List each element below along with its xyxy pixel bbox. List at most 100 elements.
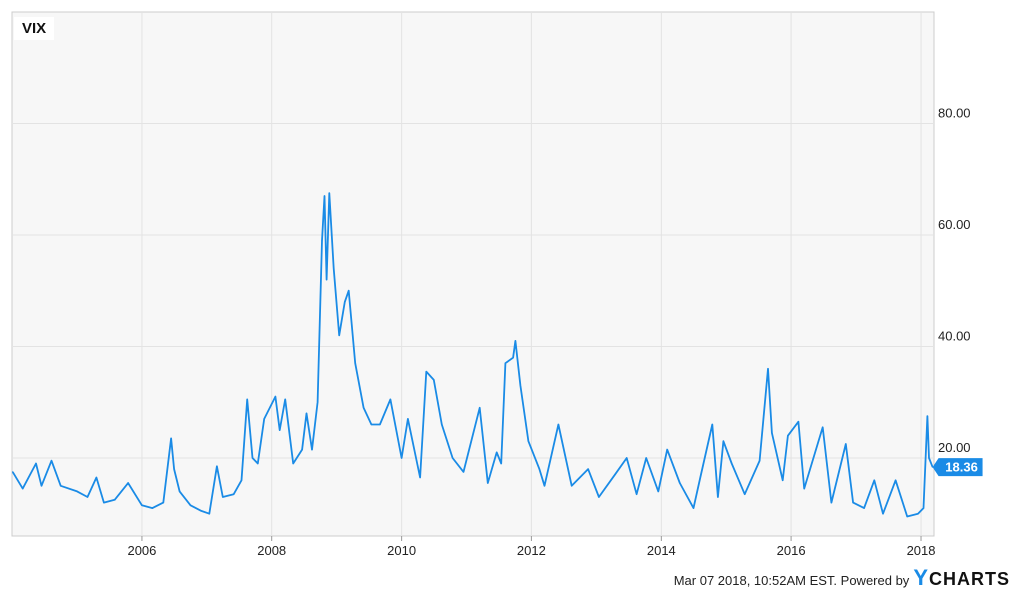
series-group	[11, 192, 934, 518]
data-point	[12, 471, 14, 473]
data-point	[321, 240, 323, 242]
last-value-marker: 18.36	[932, 458, 983, 477]
ycharts-logo-y: Y	[913, 565, 929, 590]
data-point	[189, 504, 192, 506]
y-tick-label: 60.00	[938, 217, 971, 232]
x-tick-label: 2010	[387, 543, 416, 558]
data-point	[419, 476, 421, 479]
data-point	[717, 496, 719, 498]
legend-series-label: VIX	[14, 17, 55, 40]
data-point	[370, 423, 372, 426]
data-point	[179, 490, 181, 492]
data-point	[354, 362, 356, 364]
data-point	[263, 418, 265, 420]
data-point	[233, 493, 235, 495]
x-tick-label: 2014	[647, 543, 676, 558]
footer: Mar 07 2018, 10:52AM EST. Powered by YCH…	[674, 565, 1010, 591]
data-point	[882, 513, 884, 515]
data-point	[76, 490, 78, 492]
data-point	[257, 462, 259, 465]
data-point	[328, 192, 330, 194]
data-point	[246, 398, 248, 400]
data-point	[496, 451, 498, 453]
x-tick-label: 2018	[907, 543, 936, 558]
data-point	[636, 493, 638, 495]
data-point	[500, 462, 502, 465]
data-point	[151, 507, 153, 509]
data-point	[452, 457, 454, 459]
data-point	[922, 507, 925, 509]
data-point	[645, 457, 647, 459]
data-point	[917, 513, 919, 515]
data-point	[527, 440, 530, 442]
ycharts-logo[interactable]: YCHARTS	[913, 565, 1010, 591]
data-point	[571, 485, 573, 487]
data-point	[407, 418, 409, 420]
data-point	[504, 362, 506, 364]
y-tick-label: 80.00	[938, 105, 971, 120]
data-point	[852, 502, 854, 504]
data-point	[771, 432, 773, 434]
data-point	[711, 423, 713, 426]
data-point	[401, 457, 403, 459]
data-point	[731, 462, 733, 465]
data-point	[301, 449, 303, 451]
data-point	[389, 398, 391, 400]
data-point	[614, 474, 616, 476]
data-point	[338, 334, 340, 336]
data-point	[441, 423, 443, 426]
last-value-badge	[932, 458, 983, 477]
data-point	[803, 488, 805, 490]
data-point	[333, 267, 335, 269]
footer-powered-by: Powered by	[840, 573, 910, 588]
plot-area	[11, 11, 935, 537]
data-point	[103, 502, 105, 504]
data-point	[40, 485, 43, 487]
data-point	[759, 460, 761, 462]
y-tick-label: 40.00	[938, 328, 971, 343]
data-point	[479, 407, 481, 409]
x-tick-label: 2006	[127, 543, 156, 558]
data-point	[906, 515, 908, 518]
data-point	[863, 507, 865, 509]
data-point	[173, 468, 175, 470]
data-point	[657, 490, 659, 492]
data-point	[127, 482, 129, 484]
data-point	[797, 421, 800, 423]
data-point	[200, 510, 202, 512]
data-point	[317, 401, 319, 403]
data-point	[433, 379, 435, 381]
data-point	[873, 479, 875, 481]
data-point	[379, 423, 381, 426]
data-point	[830, 502, 833, 504]
data-point	[279, 429, 281, 431]
data-point	[744, 493, 746, 495]
data-point	[787, 435, 789, 437]
data-point	[895, 479, 897, 481]
y-tick-label: 20.00	[938, 440, 971, 455]
data-point	[822, 426, 824, 428]
data-point	[348, 290, 350, 292]
data-point	[216, 465, 218, 467]
data-point	[141, 504, 143, 506]
data-point	[543, 485, 546, 487]
data-point	[208, 513, 210, 515]
data-point	[767, 368, 769, 370]
data-point	[679, 482, 681, 484]
data-point	[60, 485, 62, 487]
x-axis: 2006 2008 2010 2012 2014 2016 2018	[127, 536, 935, 558]
data-point	[926, 415, 929, 417]
data-point	[35, 462, 37, 465]
data-point	[598, 496, 600, 498]
data-point	[514, 340, 517, 342]
data-point	[845, 443, 847, 445]
data-point	[363, 407, 365, 409]
data-point	[162, 502, 164, 504]
data-point	[240, 479, 243, 481]
data-point	[326, 279, 328, 281]
data-point	[305, 412, 308, 414]
data-point	[538, 468, 541, 470]
data-point	[86, 496, 89, 498]
data-point	[519, 384, 522, 387]
data-point	[626, 457, 628, 459]
